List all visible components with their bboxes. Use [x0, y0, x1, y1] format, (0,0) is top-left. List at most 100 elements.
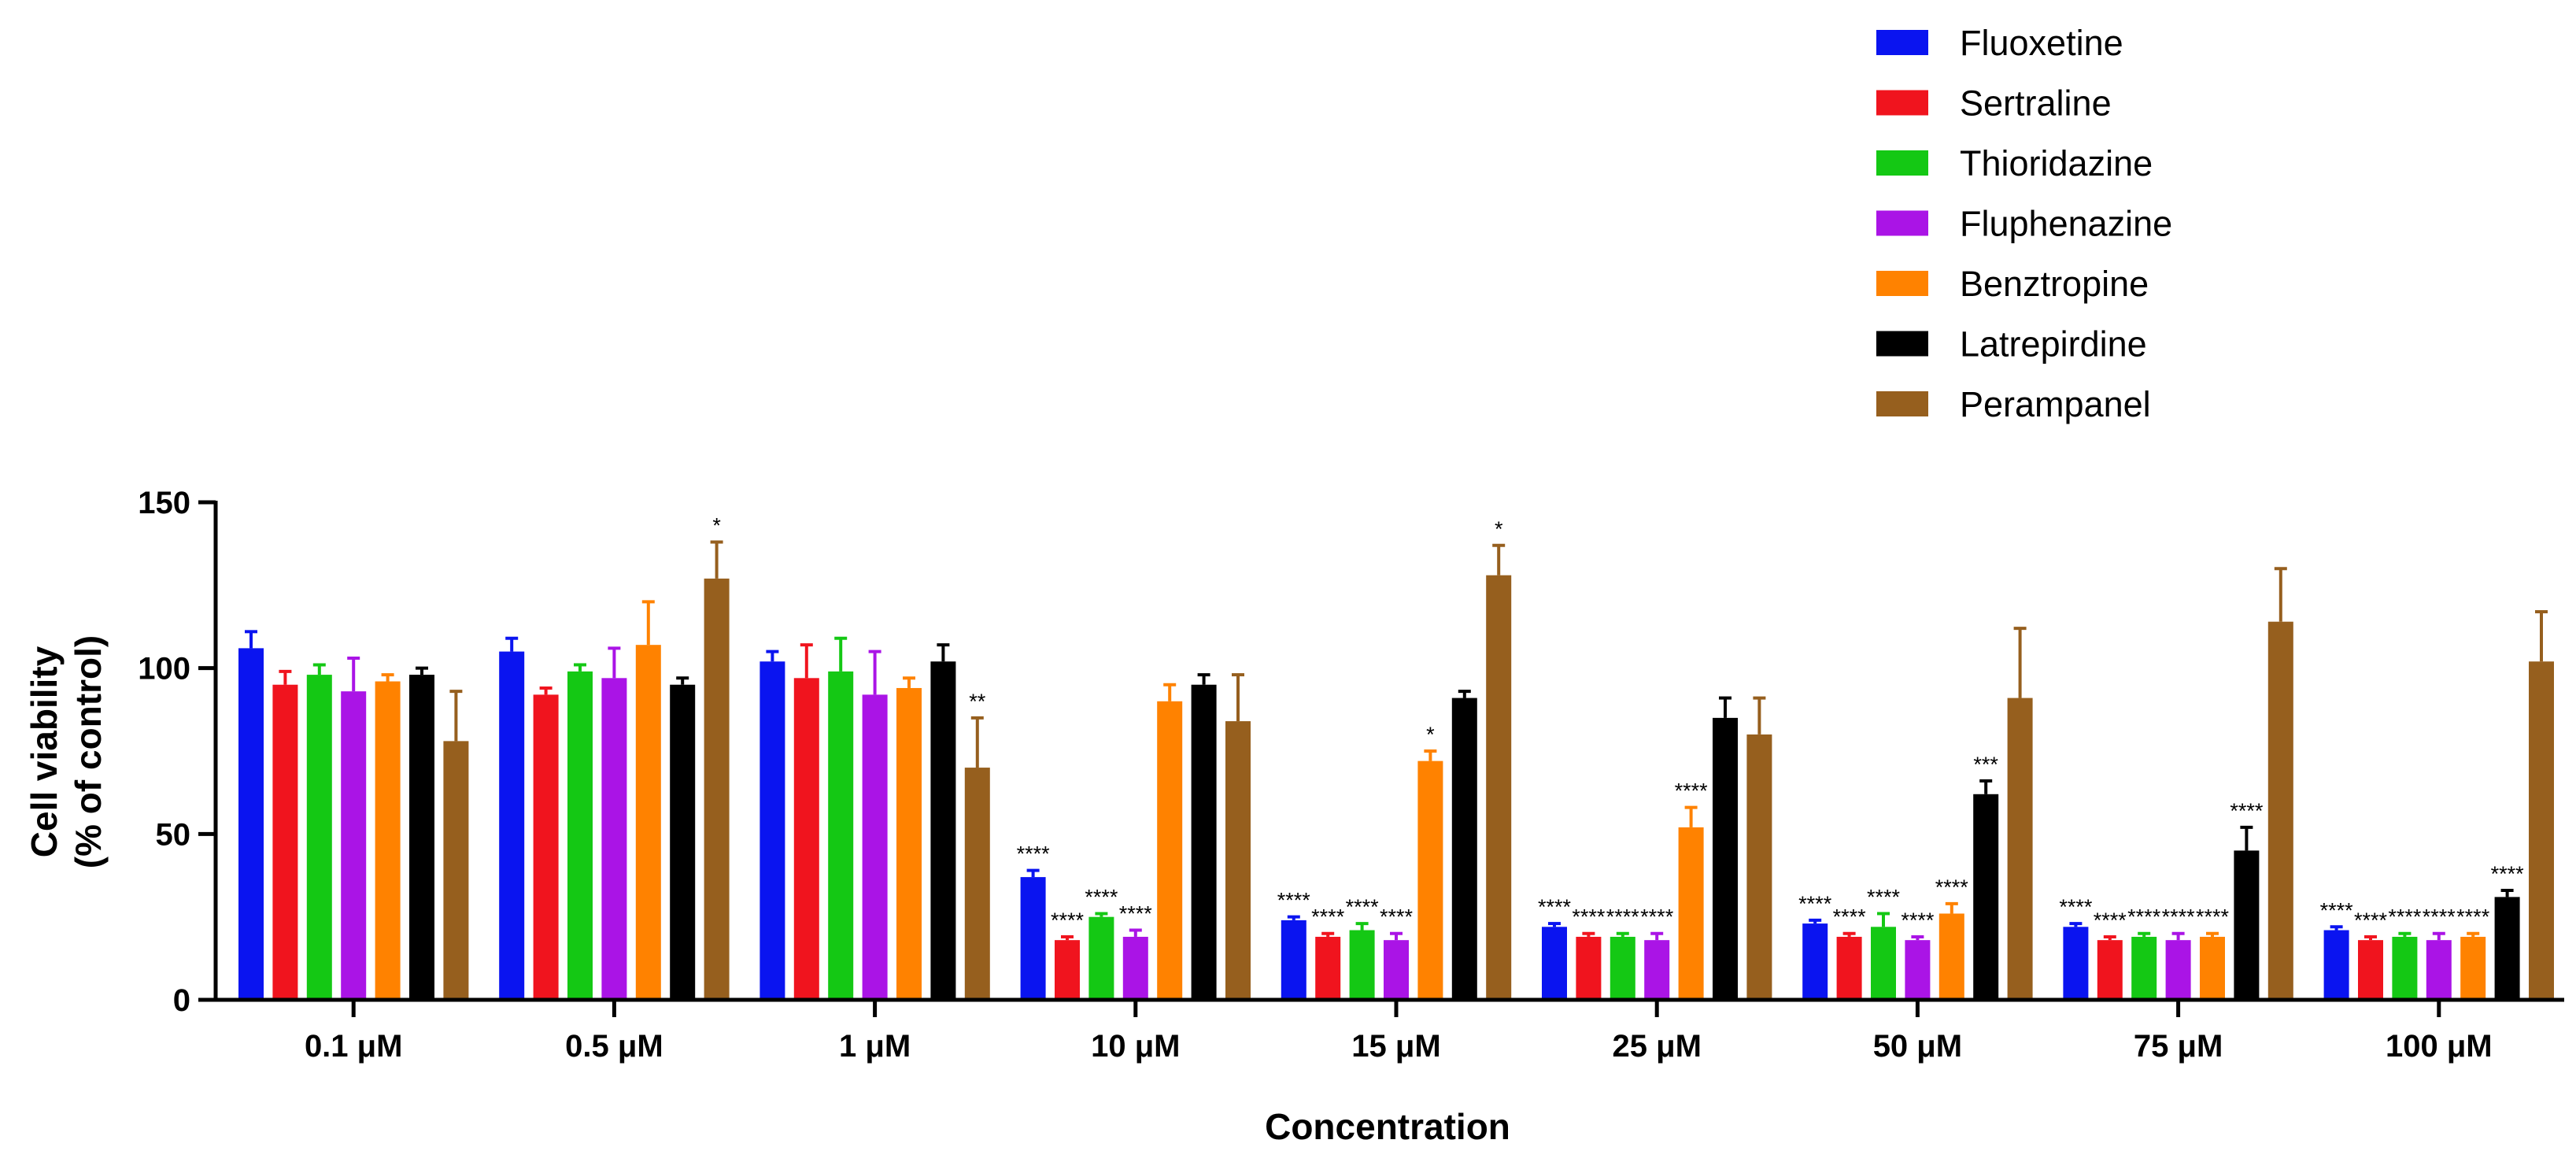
- bar: [2234, 850, 2260, 1000]
- bar: [1576, 936, 1602, 1000]
- legend-swatch: [1876, 210, 1928, 236]
- x-tick-label: 0.1 μM: [305, 1029, 403, 1064]
- bar: [2426, 940, 2452, 1000]
- bar: [1349, 930, 1375, 1000]
- bar: [704, 578, 730, 1000]
- x-tick-label: 75 μM: [2134, 1029, 2223, 1064]
- significance-label: ****: [1017, 842, 1051, 866]
- bar: [1610, 936, 1635, 1000]
- bar: [2392, 936, 2418, 1000]
- bar: [896, 687, 922, 1000]
- x-tick-label: 25 μM: [1612, 1029, 1701, 1064]
- significance-label: ****: [2354, 909, 2388, 932]
- legend-swatch: [1876, 90, 1928, 116]
- bar: [443, 741, 469, 1000]
- x-axis-title: Concentration: [1265, 1106, 1510, 1147]
- x-tick-label: 50 μM: [1873, 1029, 1962, 1064]
- bar: [375, 681, 401, 1000]
- significance-label: ****: [2456, 905, 2490, 929]
- bar: [1225, 721, 1251, 1000]
- bar: [1836, 936, 1862, 1000]
- significance-label: **: [969, 690, 986, 713]
- bar: [1871, 927, 1896, 1000]
- y-axis-title-line1: Cell viability: [24, 646, 65, 857]
- bar: [2529, 661, 2554, 1000]
- legend-label: Sertraline: [1960, 83, 2112, 124]
- significance-label: ****: [2127, 905, 2161, 929]
- y-tick-label: 100: [138, 652, 190, 686]
- significance-label: ****: [1798, 892, 1832, 916]
- significance-label: ****: [1085, 885, 1118, 909]
- bar: [238, 648, 264, 1000]
- significance-label: ***: [1973, 753, 1998, 776]
- legend-label: Perampanel: [1960, 384, 2151, 424]
- bar: [272, 684, 298, 1000]
- x-tick-label: 0.5 μM: [565, 1029, 663, 1064]
- bar: [1055, 940, 1080, 1000]
- significance-label: ****: [1935, 875, 1969, 899]
- significance-label: *: [712, 514, 721, 538]
- bar: [533, 694, 559, 1000]
- x-tick-label: 10 μM: [1091, 1029, 1180, 1064]
- bar: [1191, 684, 1217, 1000]
- significance-label: ****: [1346, 895, 1380, 919]
- significance-label: ****: [1572, 905, 1606, 929]
- legend: Fluoxetine Sertraline Thioridazine Fluphena…: [1876, 23, 2172, 424]
- significance-label: *: [1495, 517, 1503, 541]
- bar: [1713, 717, 1738, 1000]
- legend-swatch: [1876, 150, 1928, 176]
- significance-label: ****: [1833, 905, 1867, 929]
- significance-label: ****: [1538, 895, 1572, 919]
- bar: [930, 661, 956, 1000]
- legend-swatch: [1876, 271, 1928, 296]
- bar: [1802, 923, 1828, 1000]
- bar: [1384, 940, 1409, 1000]
- significance-label: ****: [1675, 779, 1709, 803]
- significance-label: ****: [1640, 905, 1674, 929]
- bar: [601, 678, 627, 1000]
- legend-swatch: [1876, 30, 1928, 55]
- significance-label: ****: [1119, 902, 1153, 926]
- bar: [828, 671, 854, 1000]
- significance-label: ****: [1277, 889, 1311, 912]
- bar: [670, 684, 696, 1000]
- bar: [1905, 940, 1931, 1000]
- bar: [964, 768, 990, 1000]
- bar: [306, 675, 332, 1000]
- legend-swatch: [1876, 391, 1928, 416]
- bar: [635, 645, 661, 1000]
- bar: [2358, 940, 2383, 1000]
- bar: [1938, 913, 1964, 1000]
- significance-label: ****: [2320, 898, 2354, 922]
- bar: [1122, 936, 1148, 1000]
- significance-label: ****: [1311, 905, 1345, 929]
- bar: [2267, 621, 2293, 1000]
- bar: [793, 678, 819, 1000]
- bar: [1281, 920, 1306, 1000]
- bar: [2007, 698, 2033, 1000]
- significance-label: ****: [2491, 862, 2525, 886]
- bar: [1157, 701, 1183, 1000]
- legend-label: Thioridazine: [1960, 143, 2153, 183]
- x-tick-label: 100 μM: [2386, 1029, 2493, 1064]
- legend-swatch: [1876, 331, 1928, 357]
- bar: [567, 671, 593, 1000]
- significance-label: ****: [2196, 905, 2230, 929]
- bar: [1020, 877, 1046, 1000]
- bar: [2494, 897, 2520, 1000]
- bar: [1451, 698, 1477, 1000]
- x-tick-label: 15 μM: [1351, 1029, 1440, 1064]
- bar: [409, 675, 434, 1000]
- bar: [862, 694, 888, 1000]
- y-tick-label: 50: [156, 817, 191, 852]
- significance-label: ****: [1867, 885, 1901, 909]
- significance-label: ****: [2388, 905, 2422, 929]
- bar: [2097, 940, 2123, 1000]
- x-tick-label: 1 μM: [839, 1029, 911, 1064]
- legend-label: Fluphenazine: [1960, 204, 2172, 244]
- bar: [1417, 760, 1443, 1000]
- legend-label: Latrepirdine: [1960, 324, 2147, 365]
- significance-label: ****: [1051, 909, 1085, 932]
- bar: [1315, 936, 1341, 1000]
